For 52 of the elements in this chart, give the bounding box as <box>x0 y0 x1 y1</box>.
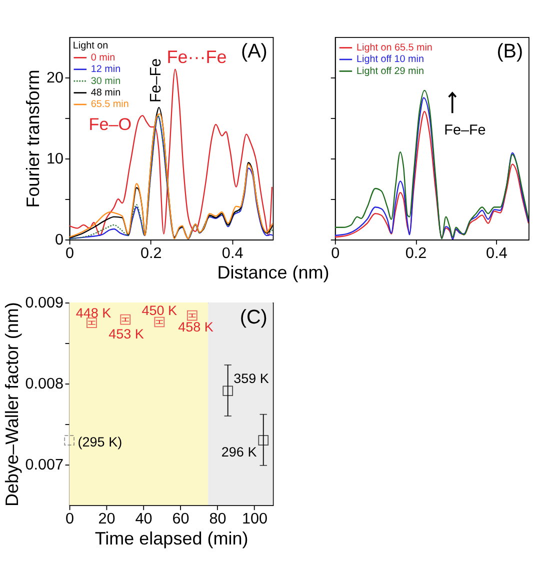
legend-label: Light off 10 min <box>356 54 424 66</box>
annotation: 450 K <box>142 302 178 318</box>
x-axis-title: Time elapsed (min) <box>94 528 248 548</box>
y-axis-title: Debye–Waller factor (nm) <box>2 302 22 506</box>
y-tick-label: 10 <box>46 150 64 168</box>
point <box>186 310 198 321</box>
legend-label: 48 min <box>90 87 121 98</box>
point <box>154 316 165 328</box>
x-tick-label: 40 <box>135 510 152 528</box>
annotation: 296 K <box>221 444 257 460</box>
y-tick-label: 0 <box>54 231 64 248</box>
annotation: 458 K <box>178 320 214 335</box>
annotation: (B) <box>496 40 524 63</box>
annotation: Fe–O <box>88 114 132 134</box>
x-tick-label: 0.4 <box>222 244 244 262</box>
annotation: Fe···Fe <box>166 47 227 68</box>
point <box>120 314 131 325</box>
point <box>222 386 234 396</box>
legend-label: Light off 29 min <box>356 66 424 77</box>
legend-title: Light on <box>72 40 108 52</box>
annotation: 448 K <box>76 305 112 320</box>
annotation: Fe–Fe <box>444 122 486 139</box>
y-tick-label: 20 <box>46 69 64 86</box>
point <box>86 318 97 328</box>
legend-label: 12 min <box>90 64 121 76</box>
x-tick-label: 80 <box>209 510 226 528</box>
x-tick-label: 0.4 <box>486 244 508 262</box>
annotation: (295 K) <box>78 434 122 450</box>
annotation: 453 K <box>108 326 144 342</box>
annotation: Fe–Fe <box>148 58 165 103</box>
x-tick-label: 0.2 <box>405 244 427 262</box>
y-tick-label: 0.009 <box>25 294 64 312</box>
x-tick-label: 0 <box>66 244 74 262</box>
legend-label: 30 min <box>90 76 121 87</box>
annotation: (C) <box>240 306 268 328</box>
legend-label: 65.5 min <box>90 99 129 110</box>
x-axis-title: Distance (nm) <box>217 262 330 283</box>
x-tick-label: 0.2 <box>140 244 162 262</box>
y-tick-label: 0.007 <box>25 456 64 474</box>
x-tick-label: 0 <box>66 510 74 528</box>
point <box>64 435 74 446</box>
y-axis-title: Fourier transform <box>23 70 44 208</box>
legend-label: 0 min <box>90 52 116 64</box>
point <box>258 435 269 446</box>
x-tick-label: 60 <box>172 510 190 528</box>
annotation: (A) <box>241 40 268 63</box>
x-tick-label: 100 <box>242 510 268 528</box>
x-tick-label: 20 <box>98 510 116 528</box>
x-tick-label: 0 <box>331 244 340 262</box>
legend-label: Light on 65.5 min <box>356 42 432 54</box>
y-tick-label: 0.008 <box>25 376 64 393</box>
annotation: 359 K <box>234 370 269 386</box>
